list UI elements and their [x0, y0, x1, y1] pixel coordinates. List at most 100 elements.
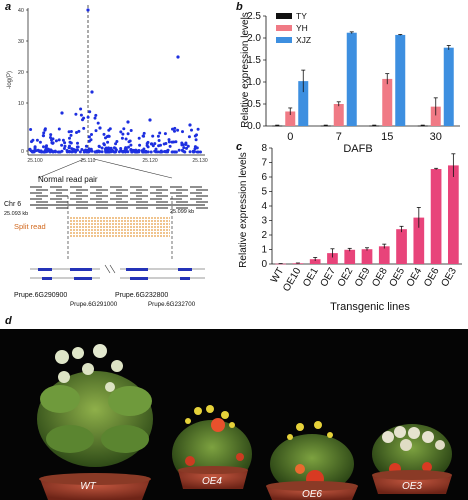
chart-c-ytick-label: 8	[261, 143, 267, 154]
manhattan-point	[79, 113, 83, 117]
manhattan-point	[51, 141, 55, 145]
manhattan-point	[193, 145, 197, 149]
manhattan-point	[97, 145, 101, 149]
manhattan-point	[45, 144, 48, 148]
chart-b-ytick-label: 2.0	[247, 33, 261, 44]
manhattan-point	[199, 150, 202, 154]
manhattan-point	[75, 145, 79, 149]
manhattan-point	[191, 150, 195, 154]
manhattan-point	[70, 150, 74, 154]
plant-oe6	[266, 421, 358, 500]
manhattan-point	[113, 146, 117, 150]
manhattan-point	[104, 150, 108, 154]
chart-c-bar	[430, 169, 442, 264]
manhattan-point	[51, 137, 55, 141]
chart-c-ytick-label: 7	[261, 158, 267, 169]
manhattan-point	[102, 142, 106, 146]
manhattan-point	[93, 116, 97, 120]
manhattan-point	[60, 149, 64, 153]
manhattan-point	[67, 130, 71, 134]
photo-label-oe6: OE6	[302, 489, 322, 500]
manhattan-ytick-label: 10	[18, 101, 24, 107]
plant-wt	[37, 344, 153, 500]
manhattan-point	[126, 132, 130, 136]
manhattan-point	[196, 127, 200, 131]
chart-b-ylabel: Relative expression levels	[240, 12, 251, 128]
chart-b-expression-dafb: 0.0 0.5 1.0 1.5 2.0 2.5 0 7 15 30 TY YH XJZ DAFB Re…	[240, 11, 460, 155]
manhattan-point	[94, 129, 98, 133]
chart-b-xtick-label: 15	[381, 131, 393, 143]
gene-label-4: Prupe.6G232700	[148, 301, 196, 308]
manhattan-point	[54, 150, 57, 154]
manhattan-point	[106, 140, 110, 144]
manhattan-point	[170, 150, 174, 154]
manhattan-point	[115, 140, 119, 143]
chart-c-xtick-label: OE9	[353, 266, 373, 289]
manhattan-point	[30, 150, 34, 154]
manhattan-point	[60, 143, 64, 147]
manhattan-point	[138, 143, 142, 147]
manhattan-point	[29, 128, 33, 131]
manhattan-xtick-label: 25.120	[142, 158, 158, 164]
manhattan-point	[149, 150, 153, 154]
manhattan-point	[188, 123, 192, 127]
manhattan-point	[89, 138, 93, 142]
chart-b-legend-swatch	[276, 25, 292, 31]
manhattan-point	[187, 135, 191, 139]
manhattan-point	[80, 148, 84, 151]
manhattan-point	[98, 126, 102, 130]
manhattan-point	[100, 150, 104, 154]
manhattan-point	[114, 142, 118, 146]
manhattan-point	[180, 143, 184, 147]
manhattan-point	[69, 133, 73, 137]
manhattan-point	[176, 128, 180, 132]
chart-b-legend-label: XJZ	[296, 35, 311, 45]
plant-photo: WT OE4 OE6 OE3	[0, 329, 468, 500]
panel-a-genomic-figure: 40 30 20 10 0 25.100 25.110 25.120 25.130 -log(…	[4, 5, 208, 308]
manhattan-point	[133, 150, 137, 154]
chart-b-xlabel: DAFB	[343, 143, 372, 155]
chart-c-xtick-label: OE3	[439, 266, 459, 289]
manhattan-point	[90, 133, 93, 136]
manhattan-point	[49, 136, 52, 139]
panel-letter-c: c	[236, 141, 243, 153]
manhattan-point	[117, 150, 121, 154]
chart-b-legend-swatch	[276, 37, 292, 43]
manhattan-point	[121, 132, 125, 136]
manhattan-point	[89, 147, 93, 151]
chart-b-legend-swatch	[276, 13, 292, 19]
manhattan-point	[125, 149, 129, 153]
manhattan-point	[109, 146, 113, 150]
chart-b-legend: TY YH XJZ	[276, 11, 311, 45]
manhattan-point	[43, 128, 47, 132]
chart-b-xtick-label: 7	[336, 131, 342, 143]
photo-label-oe4: OE4	[202, 476, 222, 487]
manhattan-xtick-label: 25.130	[192, 158, 208, 164]
manhattan-point	[181, 149, 185, 153]
left-coordinate-label: 25.093 kb	[4, 211, 28, 217]
chart-c-transgenic-expression: 012345678WTOE10OE1OE7OE2OE9OE8OE5OE4OE6O…	[238, 143, 462, 313]
manhattan-point	[167, 140, 171, 144]
manhattan-point	[142, 131, 146, 135]
chart-c-ylabel: Relative expression levels	[238, 152, 249, 268]
manhattan-ytick-label: 0	[21, 149, 24, 155]
chart-c-xtick-label: OE1	[301, 266, 321, 289]
chart-c-ytick-label: 2	[261, 230, 267, 241]
chart-b-bar	[382, 78, 393, 126]
panel-letter-a: a	[5, 1, 12, 13]
manhattan-point	[195, 133, 198, 137]
manhattan-point	[157, 144, 161, 148]
manhattan-point	[90, 90, 94, 94]
manhattan-point	[163, 150, 167, 153]
manhattan-point	[100, 146, 104, 150]
manhattan-point	[148, 118, 152, 122]
manhattan-point	[33, 146, 37, 150]
manhattan-point	[171, 127, 174, 131]
manhattan-point	[82, 149, 86, 153]
manhattan-point	[168, 144, 172, 148]
manhattan-point	[151, 134, 155, 138]
chart-b-ytick-label: 1.5	[247, 55, 261, 66]
chart-b-bar	[430, 106, 441, 126]
manhattan-point	[173, 126, 177, 130]
manhattan-point	[49, 133, 53, 137]
